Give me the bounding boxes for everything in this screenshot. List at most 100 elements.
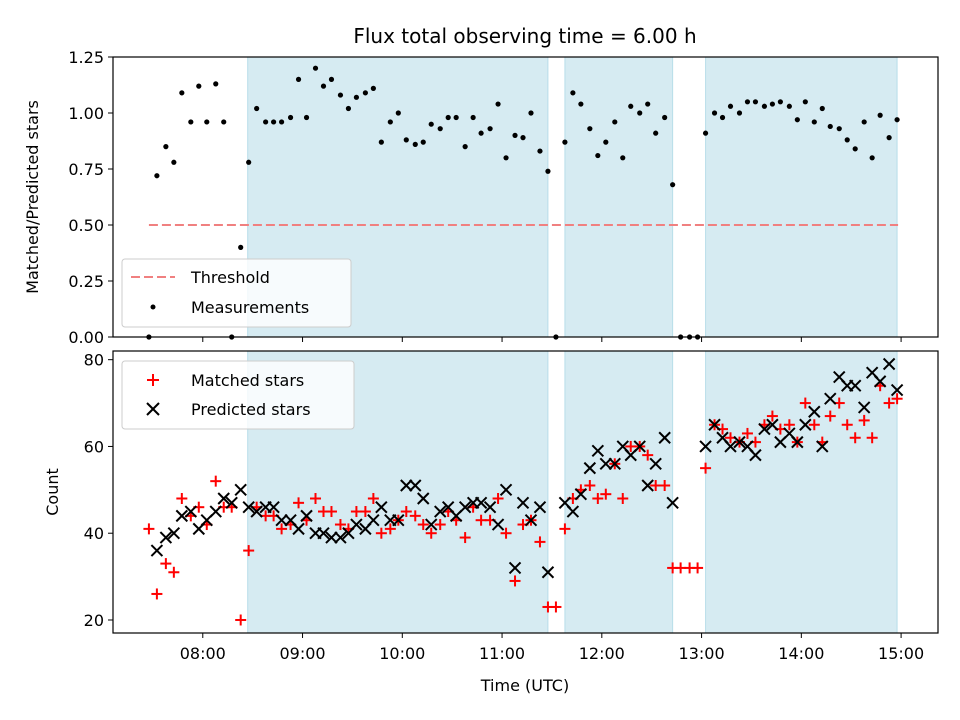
measurement-point xyxy=(570,90,576,96)
measurement-point xyxy=(877,112,883,118)
predicted-star-point xyxy=(766,418,779,431)
matched-star-point xyxy=(799,397,811,409)
top-y-ticks: 0.00 0.25 0.50 0.75 1.00 1.25 xyxy=(68,48,113,347)
measurement-point xyxy=(271,119,277,125)
measurement-point xyxy=(702,130,709,136)
predicted-star-point xyxy=(599,457,613,471)
predicted-star-point xyxy=(733,435,746,449)
measurement-point xyxy=(278,119,285,125)
measurement-point xyxy=(370,85,376,91)
top-legend: Threshold Measurements xyxy=(121,258,352,328)
measurement-point xyxy=(562,139,568,145)
matched-star-point xyxy=(766,410,778,422)
measurement-point xyxy=(462,144,468,150)
predicted-star-point xyxy=(491,518,505,531)
predicted-star-point xyxy=(566,505,580,518)
matched-star-point xyxy=(151,588,163,600)
predicted-star-point xyxy=(275,513,288,527)
predicted-star-point xyxy=(425,518,438,531)
top-shaded-interval-2 xyxy=(564,56,674,338)
predicted-star-point xyxy=(292,522,305,536)
x-tick-label: 08:00 xyxy=(180,644,226,663)
predicted-star-point xyxy=(225,496,238,510)
matched-star-point xyxy=(858,414,870,426)
measurement-point xyxy=(744,99,751,105)
matched-star-point xyxy=(534,536,546,548)
matched-star-point xyxy=(783,419,795,431)
measurement-point xyxy=(295,76,302,82)
predicted-star-point xyxy=(300,509,313,523)
predicted-star-point xyxy=(641,479,654,492)
predicted-star-point xyxy=(150,544,164,557)
predicted-star-point xyxy=(167,527,181,540)
top-y-axis-label: Matched/Predicted stars xyxy=(23,100,42,294)
predicted-star-point xyxy=(483,500,497,514)
measurement-point xyxy=(520,135,526,141)
top-plot-frame xyxy=(112,56,939,338)
measurement-point xyxy=(794,117,800,123)
chart-title: Flux total observing time = 6.00 h xyxy=(353,24,696,48)
matched-star-point xyxy=(559,523,571,535)
predicted-star-point xyxy=(649,457,662,471)
predicted-star-point xyxy=(400,479,413,492)
matched-star-point xyxy=(276,523,288,535)
matched-star-point xyxy=(400,506,412,518)
matched-star-point xyxy=(160,558,172,570)
predicted-star-point xyxy=(574,487,588,501)
matched-star-point xyxy=(293,497,305,509)
predicted-star-point xyxy=(816,440,829,453)
ratio-panel: 0.00 0.25 0.50 0.75 1.00 1.25 Matched/Predict… xyxy=(23,48,939,347)
measurement-point xyxy=(844,137,850,143)
x-tick-label: 10:00 xyxy=(379,644,425,663)
measurement-point xyxy=(328,76,335,82)
predicted-star-point xyxy=(873,375,887,388)
predicted-star-point xyxy=(708,418,721,431)
matched-star-point xyxy=(434,519,446,531)
predicted-star-point xyxy=(317,527,330,540)
measurement-point xyxy=(345,105,352,112)
measurement-point xyxy=(246,159,252,165)
matched-star-point xyxy=(550,601,562,613)
measurement-point xyxy=(836,126,842,132)
predicted-star-point xyxy=(608,457,621,471)
matched-star-point xyxy=(849,432,861,444)
measurement-point xyxy=(487,126,493,132)
measurement-point xyxy=(861,119,867,125)
predicted-star-point xyxy=(591,444,605,457)
predicted-star-point xyxy=(724,440,737,453)
predicted-star-point xyxy=(367,513,380,527)
measurement-point xyxy=(852,146,858,152)
bottom-y-tick-label: 20 xyxy=(84,611,104,630)
threshold-legend-label: Threshold xyxy=(190,268,270,287)
matched-star-point xyxy=(359,506,371,518)
bottom-legend: Matched stars Predicted stars xyxy=(121,360,355,430)
top-y-tick-label: 0.50 xyxy=(68,216,104,235)
predicted-star-point xyxy=(184,505,198,518)
measurement-point xyxy=(412,141,418,147)
measurement-point xyxy=(263,119,269,125)
predicted-star-point xyxy=(808,405,821,418)
matched-star-point xyxy=(509,575,521,587)
measurement-point xyxy=(653,130,659,136)
measurement-point xyxy=(719,114,726,121)
matched-star-point xyxy=(143,523,155,535)
measurement-point xyxy=(528,110,534,116)
predicted-star-point xyxy=(375,500,388,514)
measurement-point xyxy=(196,83,202,89)
predicted-star-point xyxy=(474,496,488,510)
measurement-point xyxy=(221,119,227,125)
measurement-point xyxy=(213,81,219,87)
predicted-star-point xyxy=(334,531,347,544)
measurement-point xyxy=(204,119,210,125)
matched-star-point xyxy=(617,493,629,505)
matched-star-point xyxy=(741,427,753,439)
top-y-tick-label: 0.00 xyxy=(68,328,104,347)
measurement-point xyxy=(154,173,160,179)
predicted-star-point xyxy=(159,531,173,544)
measurement-point xyxy=(587,126,593,132)
measurement-point xyxy=(736,110,743,116)
x-tick-label: 12:00 xyxy=(579,644,625,663)
matched-star-point xyxy=(459,532,471,544)
matched-star-point xyxy=(700,462,712,474)
predicted-star-point xyxy=(433,505,447,518)
